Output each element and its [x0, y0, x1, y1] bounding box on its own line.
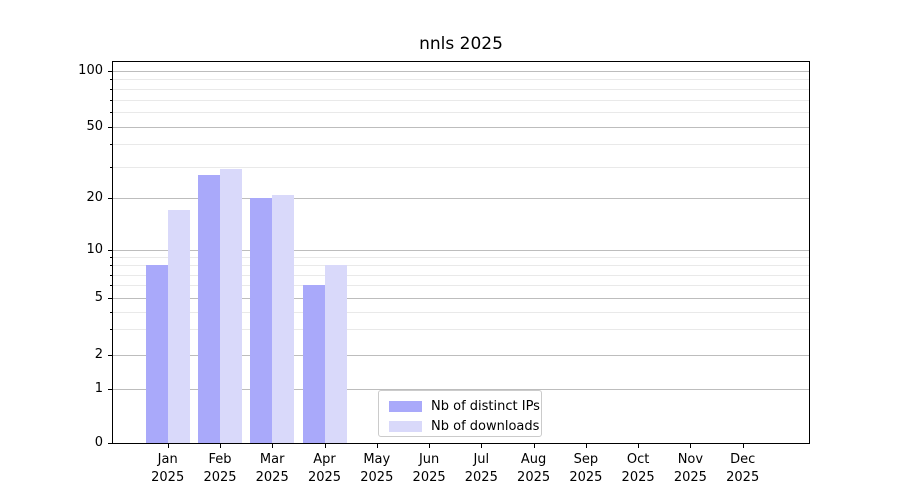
- y-minor-tick-mark: [109, 166, 112, 168]
- legend-item-distinct-ips: Nb of distinct IPs: [384, 396, 541, 416]
- gridline-minor: [113, 285, 809, 287]
- y-minor-tick-mark: [109, 329, 112, 331]
- y-tick-label: 20: [86, 190, 103, 206]
- x-tick-mark: [481, 444, 483, 448]
- y-tick-label: 1: [94, 381, 103, 397]
- x-tick-label: Jul 2025: [464, 452, 498, 485]
- y-minor-tick-mark: [109, 257, 112, 259]
- bar-downloads: [324, 265, 347, 443]
- x-tick-label: May 2025: [360, 452, 394, 485]
- gridline-minor: [113, 257, 809, 259]
- x-tick-label: Dec 2025: [726, 452, 760, 485]
- y-tick-mark: [108, 354, 112, 356]
- bar-distinct-ips: [250, 198, 273, 443]
- legend-swatch-distinct-ips: [389, 400, 422, 412]
- y-tick-mark: [108, 198, 112, 200]
- x-tick-mark: [429, 444, 431, 448]
- x-tick-label: Jan 2025: [151, 452, 185, 485]
- y-tick-label: 50: [86, 118, 103, 134]
- y-tick-mark: [108, 71, 112, 72]
- y-minor-tick-mark: [109, 311, 112, 313]
- legend-swatch-downloads: [389, 420, 422, 432]
- y-tick-label: 100: [78, 63, 103, 78]
- y-minor-tick-mark: [109, 144, 112, 146]
- gridline-minor: [113, 274, 809, 276]
- x-tick-mark: [638, 444, 640, 448]
- x-tick-mark: [742, 444, 744, 448]
- chart-title: nnls 2025: [419, 34, 503, 54]
- y-minor-tick-mark: [109, 79, 112, 81]
- bar-distinct-ips: [302, 285, 325, 443]
- legend: Nb of distinct IPs Nb of downloads: [378, 390, 542, 437]
- y-tick-mark: [108, 443, 112, 444]
- y-tick-label: 2: [94, 346, 103, 362]
- legend-label-distinct-ips: Nb of distinct IPs: [431, 398, 540, 414]
- x-tick-mark: [272, 444, 274, 448]
- y-tick-mark: [108, 250, 112, 251]
- x-tick-label: Oct 2025: [621, 452, 655, 485]
- x-tick-mark: [324, 444, 326, 448]
- gridline-major: [113, 198, 809, 200]
- bar-distinct-ips: [145, 265, 168, 443]
- x-tick-label: Sep 2025: [569, 452, 603, 485]
- x-tick-mark: [167, 444, 169, 448]
- gridline-major: [113, 354, 809, 356]
- gridline-minor: [113, 311, 809, 313]
- legend-label-downloads: Nb of downloads: [431, 418, 540, 434]
- gridline-minor: [113, 265, 809, 267]
- gridline-major: [113, 71, 809, 72]
- plot-area: Nb of distinct IPs Nb of downloads: [112, 61, 810, 444]
- gridline-major: [113, 250, 809, 251]
- gridline-minor: [113, 99, 809, 101]
- gridline-minor: [113, 144, 809, 146]
- x-tick-mark: [533, 444, 535, 448]
- gridline-major: [113, 126, 809, 128]
- y-tick-label: 10: [86, 242, 103, 257]
- bar-downloads: [167, 210, 190, 443]
- gridline-major: [113, 389, 809, 391]
- bar-downloads: [272, 194, 295, 443]
- gridline-major: [113, 297, 809, 299]
- bar-downloads: [220, 169, 242, 443]
- y-tick-label: 5: [94, 289, 103, 305]
- gridline-minor: [113, 166, 809, 168]
- gridline-minor: [113, 329, 809, 331]
- x-tick-label: Aug 2025: [517, 452, 551, 485]
- x-tick-label: Feb 2025: [203, 452, 237, 485]
- y-tick-mark: [108, 126, 112, 128]
- x-tick-label: Mar 2025: [255, 452, 289, 485]
- gridline-minor: [113, 88, 809, 90]
- y-minor-tick-mark: [109, 265, 112, 267]
- y-tick-label: 0: [94, 435, 103, 450]
- y-tick-mark: [108, 389, 112, 391]
- bar-distinct-ips: [198, 174, 220, 443]
- legend-item-downloads: Nb of downloads: [384, 416, 541, 436]
- x-tick-mark: [376, 444, 378, 448]
- y-tick-mark: [108, 297, 112, 299]
- x-tick-mark: [220, 444, 221, 448]
- y-minor-tick-mark: [109, 274, 112, 276]
- y-minor-tick-mark: [109, 112, 112, 113]
- gridline-minor: [113, 112, 809, 113]
- x-tick-mark: [690, 444, 692, 448]
- y-minor-tick-mark: [109, 285, 112, 287]
- x-tick-label: Nov 2025: [673, 452, 707, 485]
- x-tick-mark: [585, 444, 587, 448]
- y-minor-tick-mark: [109, 99, 112, 101]
- x-tick-label: Apr 2025: [307, 452, 342, 485]
- x-tick-label: Jun 2025: [412, 452, 446, 485]
- y-minor-tick-mark: [109, 88, 112, 90]
- gridline-minor: [113, 79, 809, 81]
